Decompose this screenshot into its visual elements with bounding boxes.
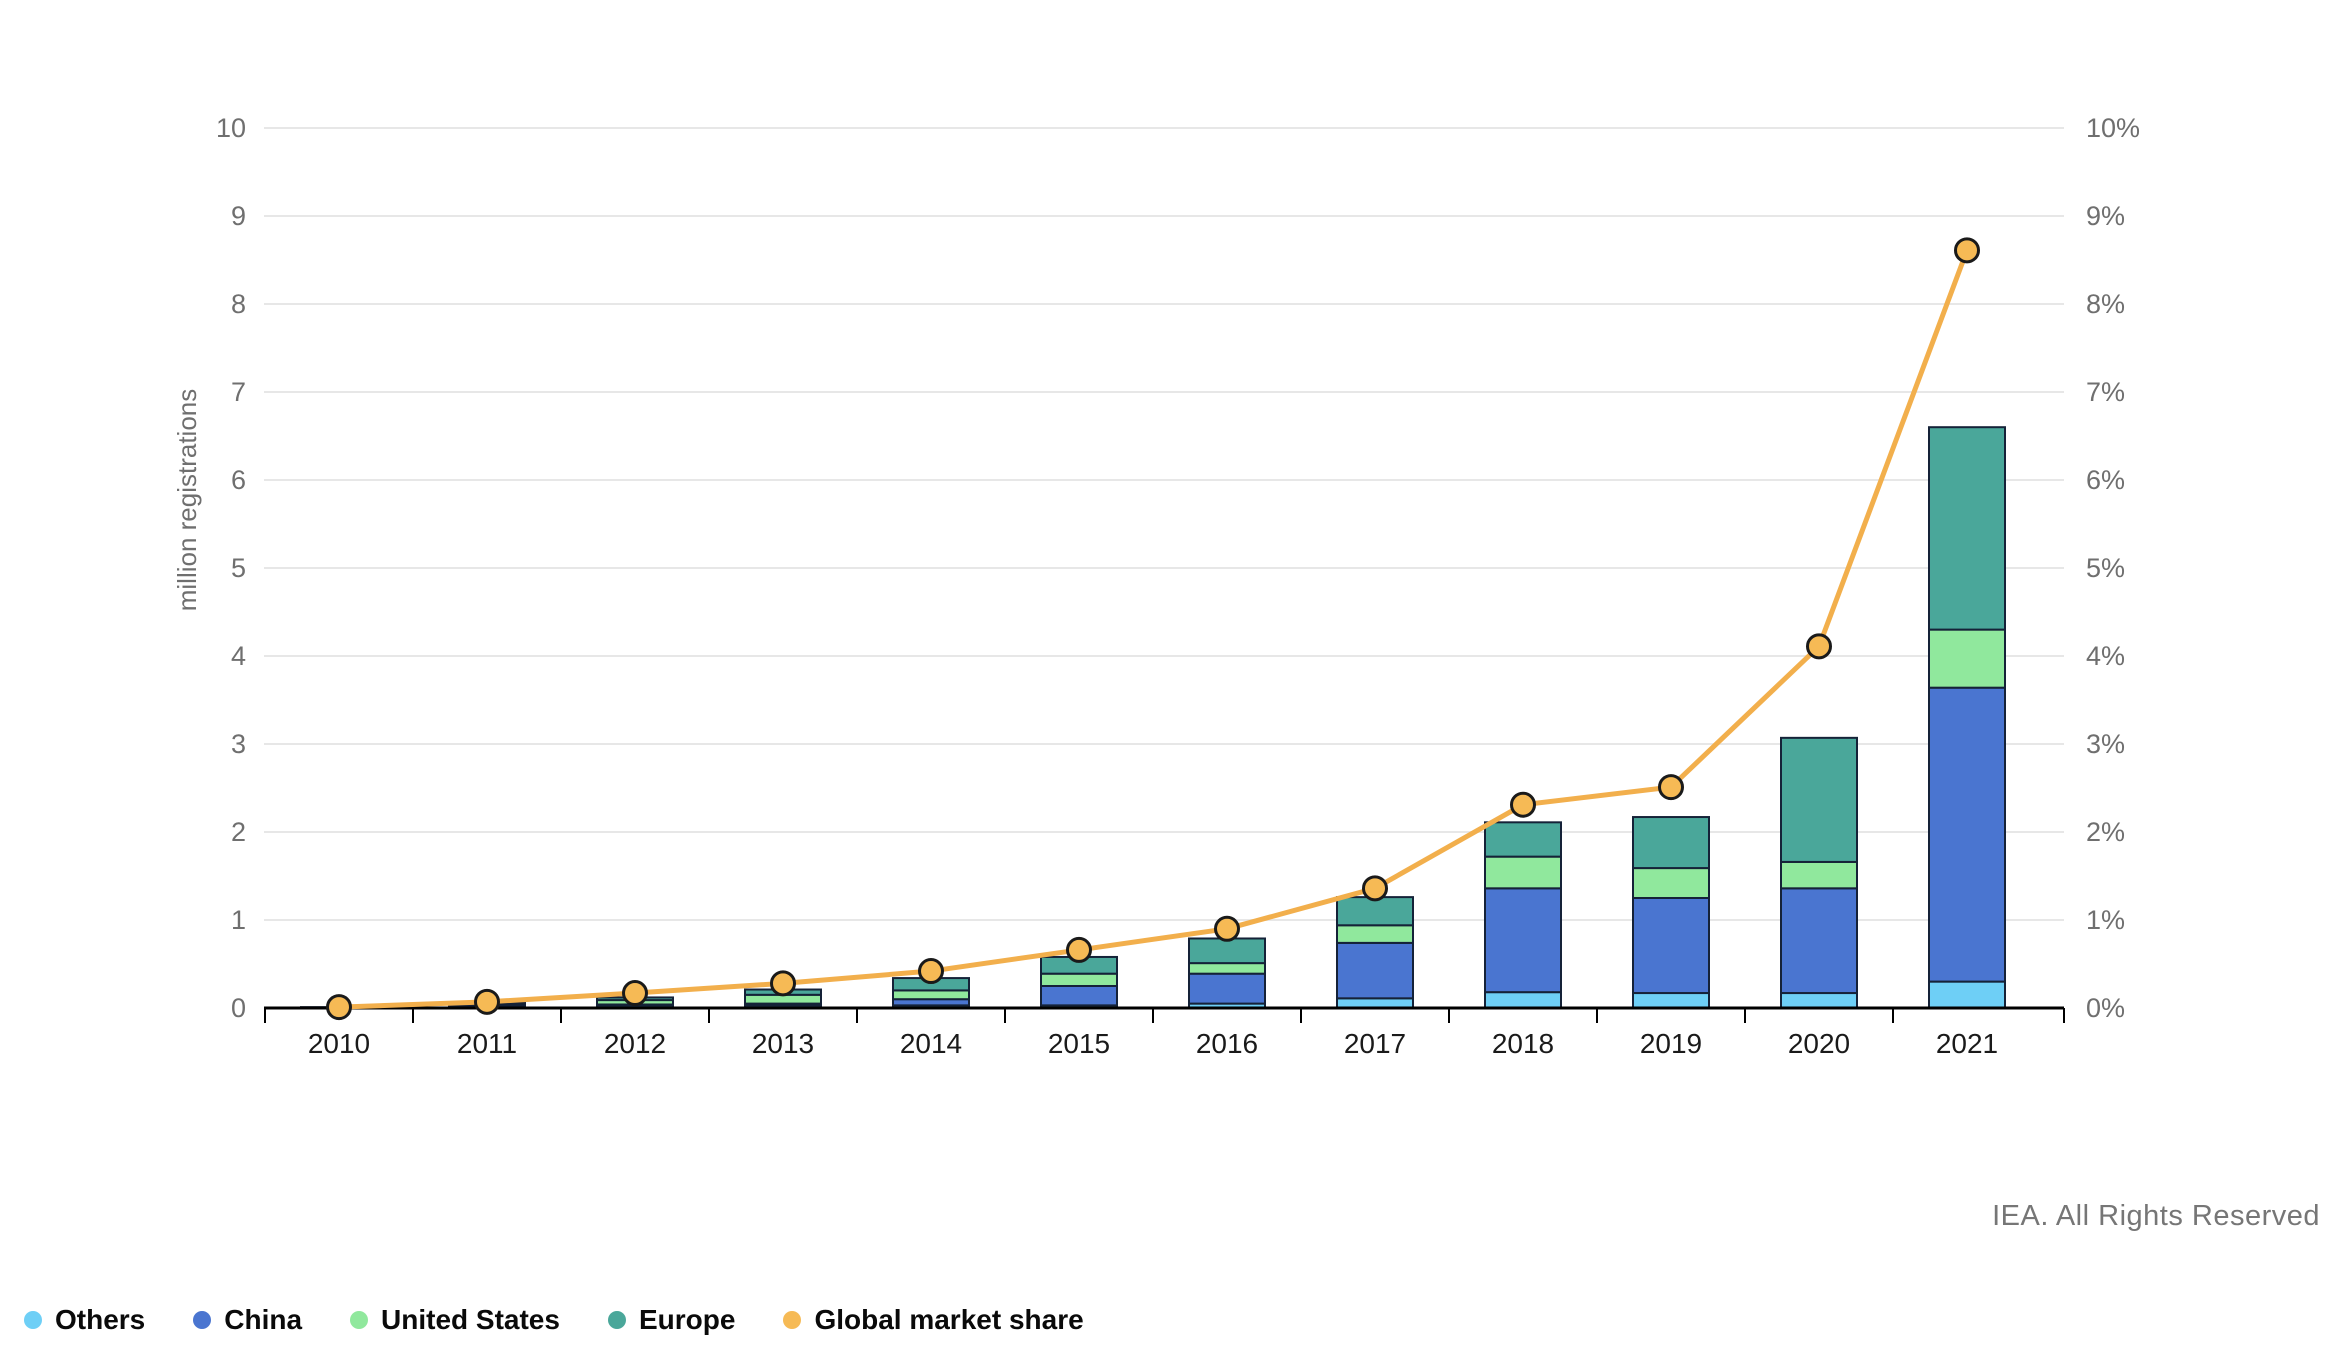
ev-registrations-chart: 0 1 2 3 4 5 6 7 8 9 10 0% 1% 2% 3% 4% 5% 6% 7% 8% 9% 10% milli… [172,113,2140,1059]
bar-segment-united-states[interactable] [1040,972,1118,987]
legend-dot-europe [607,1311,626,1329]
legend-item-united-states[interactable]: United States [350,1304,560,1336]
right-axis-tick-label: 5% [2086,553,2125,583]
right-axis-tick-label: 10% [2086,113,2140,143]
market-share-point[interactable] [1214,915,1240,942]
bar-segment-europe[interactable] [1484,821,1562,858]
right-axis-tick-label: 0% [2086,993,2125,1023]
bar-segment-china[interactable] [1928,686,2006,983]
market-share-point[interactable] [1806,633,1832,660]
left-axis-tick-label: 8 [231,289,246,319]
right-axis-tick-label: 1% [2086,905,2125,935]
x-axis-year-label: 2020 [1788,1028,1850,1059]
market-share-point[interactable] [474,988,500,1015]
x-axis-year-label: 2021 [1936,1028,1998,1059]
left-axis-tick-label: 5 [231,553,246,583]
right-axis-tick-label: 6% [2086,465,2125,495]
left-axis-tick-label: 1 [231,905,246,935]
right-axis-tick-label: 9% [2086,201,2125,231]
bar-segment-united-states[interactable] [892,989,970,1001]
right-axis-tick-label: 7% [2086,377,2125,407]
market-share-point[interactable] [1510,791,1536,818]
right-axis-tick-label: 3% [2086,729,2125,759]
left-axis-tick-label: 4 [231,641,246,671]
legend-item-europe[interactable]: Europe [607,1304,736,1336]
y-axis-title: million registrations [172,389,202,612]
right-axis-tick-label: 2% [2086,817,2125,847]
bar-segment-china[interactable] [1780,887,1858,995]
x-axis-year-label: 2016 [1196,1028,1258,1059]
x-axis-year-label: 2015 [1048,1028,1110,1059]
bar-segment-united-states[interactable] [1928,628,2006,689]
bar-segment-china[interactable] [1632,897,1710,995]
legend-dot-united-states [350,1311,369,1329]
legend-label: Europe [638,1304,736,1335]
bar-segment-europe[interactable] [1632,816,1710,870]
legend-item-china[interactable]: China [193,1304,302,1336]
x-axis-year-label: 2018 [1492,1028,1554,1059]
bar-segment-others[interactable] [1632,992,1710,1009]
legend-item-global-market-share[interactable]: Global market share [783,1304,1084,1336]
left-axis-tick-label: 6 [231,465,246,495]
left-axis-tick-label: 7 [231,377,246,407]
right-axis-tick-label: 8% [2086,289,2125,319]
x-axis-year-label: 2019 [1640,1028,1702,1059]
left-axis-tick-label: 3 [231,729,246,759]
bar-segment-china[interactable] [1188,972,1266,1005]
x-axis-year-label: 2013 [752,1028,814,1059]
market-share-point[interactable] [326,994,352,1021]
bar-segment-united-states[interactable] [1632,867,1710,900]
legend-label: Global market share [814,1304,1084,1335]
bar-segment-china[interactable] [1484,887,1562,994]
bar-segment-china[interactable] [1040,985,1118,1007]
market-share-point[interactable] [622,980,648,1007]
bar-segment-europe[interactable] [1336,896,1414,927]
legend-label: China [224,1304,303,1335]
bar-segment-europe[interactable] [1780,736,1858,863]
bar-segment-europe[interactable] [1188,937,1266,965]
bar-segment-others[interactable] [1484,991,1562,1009]
market-share-point[interactable] [1954,237,1980,264]
x-axis-year-label: 2014 [900,1028,962,1059]
x-axis-year-label: 2010 [308,1028,370,1059]
copyright-text: IEA. All Rights Reserved [1992,1200,2320,1232]
legend-dot-china [193,1311,212,1329]
legend-dot-global-market-share [783,1311,802,1329]
market-share-line [336,247,1970,1010]
bar-segment-europe[interactable] [1928,426,2006,631]
bar-segment-united-states[interactable] [1484,855,1562,890]
market-share-point[interactable] [1658,774,1684,801]
bar-segment-others[interactable] [1780,992,1858,1009]
market-share-point[interactable] [1066,936,1092,963]
bar-segment-united-states[interactable] [1188,962,1266,975]
x-axis-year-label: 2017 [1344,1028,1406,1059]
chart-legend: Others China United States Europe Global mar… [24,1304,1084,1336]
bar-segment-united-states[interactable] [1780,860,1858,890]
legend-label: United States [381,1304,560,1335]
right-axis-tick-label: 4% [2086,641,2125,671]
market-share-point[interactable] [1362,875,1388,902]
market-share-point[interactable] [918,958,944,985]
bar-segment-united-states[interactable] [1336,924,1414,944]
legend-item-others[interactable]: Others [24,1304,145,1336]
bar-segment-china[interactable] [1336,941,1414,1000]
bar-segment-others[interactable] [1928,980,2006,1009]
legend-dot-others [24,1311,42,1329]
x-axis-year-label: 2011 [457,1028,517,1059]
x-axis-year-label: 2012 [604,1028,666,1059]
left-axis-tick-label: 2 [231,817,246,847]
left-axis-tick-label: 0 [231,993,246,1023]
left-axis-tick-label: 9 [231,201,246,231]
legend-label: Others [55,1304,146,1335]
market-share-point[interactable] [770,970,796,997]
left-axis-tick-label: 10 [216,113,246,143]
